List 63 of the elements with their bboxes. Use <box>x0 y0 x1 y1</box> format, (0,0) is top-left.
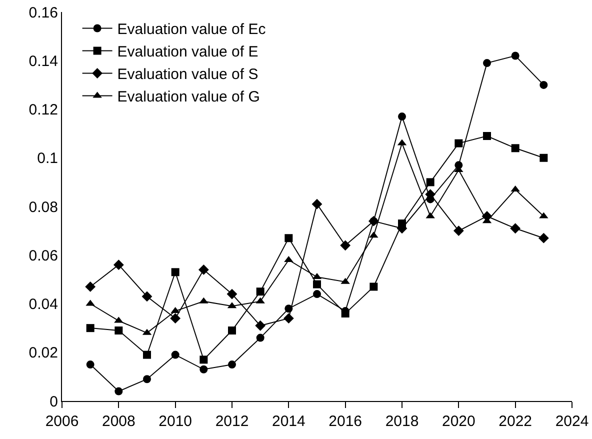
point <box>86 324 94 332</box>
x-tick-label: 2008 <box>102 413 136 430</box>
y-tick-label: 0.1 <box>37 150 58 168</box>
y-tick-label: 0 <box>50 393 58 410</box>
point <box>114 387 123 396</box>
point <box>511 52 520 60</box>
point <box>198 264 209 275</box>
legend-label: Evaluation value of S <box>117 66 258 84</box>
point <box>228 360 236 369</box>
point <box>426 178 434 186</box>
point <box>86 360 94 369</box>
point <box>143 350 151 359</box>
y-tick-label: 0.08 <box>28 198 58 216</box>
point <box>453 226 464 236</box>
point <box>142 291 152 302</box>
point <box>256 288 264 296</box>
point <box>113 260 124 270</box>
y-tick-label: 0.04 <box>28 296 58 313</box>
point <box>370 282 378 291</box>
point <box>255 320 266 331</box>
x-tick-label: 2018 <box>385 413 419 430</box>
point <box>284 234 293 242</box>
point <box>510 223 521 234</box>
point <box>256 334 264 342</box>
point <box>143 375 151 384</box>
x-tick-label: 2022 <box>498 413 532 430</box>
y-tick-label: 0.14 <box>28 52 58 70</box>
point <box>313 290 321 298</box>
y-tick-label: 0.02 <box>28 344 58 362</box>
legend-label: Evaluation value of E <box>117 44 258 61</box>
x-tick-label: 2012 <box>215 413 249 430</box>
x-tick-label: 2014 <box>272 413 306 430</box>
y-tick-label: 0.06 <box>28 247 58 264</box>
y-tick-label: 0.12 <box>28 102 58 118</box>
point <box>283 313 294 324</box>
x-tick-label: 2016 <box>328 413 362 430</box>
point <box>511 144 520 152</box>
point <box>85 282 96 292</box>
point <box>171 268 180 276</box>
x-tick-label: 2010 <box>158 413 192 430</box>
point <box>340 240 351 251</box>
point <box>540 154 548 162</box>
point <box>540 80 548 89</box>
point <box>454 139 463 148</box>
x-tick-label: 2006 <box>45 413 79 430</box>
legend-label: Evaluation value of Ec <box>117 21 266 38</box>
point <box>398 112 406 121</box>
point <box>483 59 491 68</box>
point <box>228 326 236 334</box>
point <box>200 365 208 374</box>
y-tick-label: 0.16 <box>28 4 58 22</box>
point <box>483 132 491 140</box>
point <box>170 313 181 324</box>
point <box>226 288 238 300</box>
point <box>312 198 322 210</box>
point <box>200 356 208 364</box>
legend-label: Evaluation value of G <box>117 88 260 106</box>
point <box>171 350 180 359</box>
point <box>538 232 549 244</box>
point <box>114 326 123 334</box>
point <box>313 280 321 288</box>
x-tick-label: 2020 <box>442 413 476 430</box>
x-tick-label: 2024 <box>555 413 589 430</box>
